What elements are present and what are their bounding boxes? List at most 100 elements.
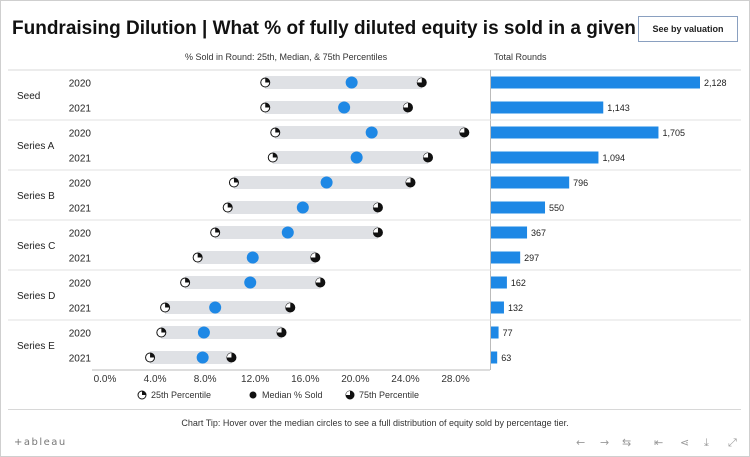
median-dot bbox=[345, 76, 358, 89]
group-label: Series B bbox=[17, 191, 55, 202]
median-dot bbox=[281, 226, 294, 239]
total-rounds-subtitle: Total Rounds bbox=[494, 52, 547, 62]
p25-marker bbox=[228, 177, 239, 188]
median-dot bbox=[338, 101, 351, 114]
p75-marker bbox=[423, 152, 434, 163]
total-rounds-label: 297 bbox=[524, 253, 539, 263]
dilution-chart: 0.0% 4.0% 8.0% 12.0% 16.0% 20.0% 24.0% 28.0% See… bbox=[8, 69, 741, 385]
p25-marker-wedge bbox=[275, 128, 280, 133]
median-dot bbox=[296, 201, 309, 214]
p25-marker-wedge bbox=[150, 353, 155, 358]
x-tick-label: 24.0% bbox=[391, 374, 419, 385]
median-marker-icon bbox=[249, 391, 257, 399]
p25-marker-wedge bbox=[185, 278, 190, 283]
tableau-logo[interactable]: +ableau bbox=[14, 437, 67, 448]
p75-marker-gap bbox=[226, 353, 232, 358]
x-tick-label: 0.0% bbox=[94, 374, 117, 385]
p25-marker-wedge bbox=[215, 228, 220, 233]
p25-marker bbox=[180, 277, 191, 288]
p75-marker bbox=[372, 227, 383, 238]
p75-marker-gap bbox=[417, 78, 422, 83]
revert-icon[interactable]: ⇆ bbox=[622, 436, 632, 449]
x-tick-label: 20.0% bbox=[341, 374, 369, 385]
total-rounds-bar bbox=[491, 76, 700, 89]
median-dot bbox=[246, 251, 259, 264]
median-dot bbox=[209, 301, 222, 314]
year-label: 2020 bbox=[69, 79, 92, 90]
percentile-range-bar bbox=[215, 226, 378, 239]
p75-marker bbox=[416, 77, 427, 88]
p25-marker-wedge bbox=[265, 78, 270, 83]
total-rounds-bar bbox=[491, 301, 504, 314]
x-tick-label: 16.0% bbox=[291, 374, 319, 385]
p25-marker-wedge bbox=[161, 328, 166, 333]
p75-marker-gap bbox=[373, 203, 378, 208]
median-dot bbox=[365, 126, 378, 139]
p75-marker-gap bbox=[403, 103, 408, 108]
year-label: 2021 bbox=[69, 154, 92, 165]
p25-marker-wedge bbox=[165, 303, 170, 308]
x-tick-label: 8.0% bbox=[194, 374, 217, 385]
percentile-range-bar bbox=[150, 351, 232, 364]
median-dot bbox=[350, 151, 363, 164]
group-label: Series D bbox=[17, 291, 55, 302]
undo-icon[interactable]: ← bbox=[576, 436, 586, 449]
year-label: 2020 bbox=[69, 279, 92, 290]
total-rounds-bar bbox=[491, 351, 498, 364]
percentile-range-bar bbox=[272, 151, 429, 164]
p75-marker-gap bbox=[405, 178, 411, 183]
p25-marker bbox=[145, 352, 156, 363]
percentile-chart-subtitle: % Sold in Round: 25th, Median, & 75th Pe… bbox=[185, 52, 388, 62]
percentile-range-bar bbox=[165, 301, 291, 314]
p25-marker bbox=[260, 77, 271, 88]
legend-p75: 75th Percentile bbox=[345, 390, 419, 400]
p75-marker bbox=[285, 302, 296, 313]
p25-marker bbox=[160, 302, 171, 313]
total-rounds-label: 1,094 bbox=[602, 153, 625, 163]
p25-marker-wedge bbox=[272, 153, 278, 158]
total-rounds-label: 77 bbox=[503, 328, 513, 338]
total-rounds-label: 132 bbox=[508, 303, 523, 313]
year-label: 2021 bbox=[69, 304, 92, 315]
group-label: Series A bbox=[17, 141, 55, 152]
total-rounds-bar bbox=[491, 326, 499, 339]
p75-marker bbox=[226, 352, 237, 363]
see-by-valuation-button[interactable]: See by valuation bbox=[638, 16, 738, 42]
total-rounds-label: 162 bbox=[511, 278, 526, 288]
revert-all-icon[interactable]: ⇤ bbox=[654, 436, 664, 449]
group-label: Series E bbox=[17, 341, 55, 352]
page-title: Fundraising Dilution | What % of fully d… bbox=[12, 18, 707, 39]
year-label: 2021 bbox=[69, 254, 92, 265]
year-label: 2020 bbox=[69, 229, 92, 240]
year-label: 2020 bbox=[69, 329, 92, 340]
total-rounds-bar bbox=[491, 151, 599, 164]
total-rounds-bar bbox=[491, 201, 546, 214]
legend-p25: 25th Percentile bbox=[137, 390, 211, 400]
group-label: Series C bbox=[17, 241, 55, 252]
p25-marker bbox=[192, 252, 203, 263]
p25-marker-wedge bbox=[233, 178, 239, 183]
year-label: 2021 bbox=[69, 204, 92, 215]
share-icon[interactable]: ⋖ bbox=[680, 436, 690, 449]
year-label: 2021 bbox=[69, 354, 92, 365]
p75-marker-icon bbox=[345, 390, 355, 400]
download-icon[interactable]: ⤓ bbox=[704, 436, 709, 449]
fullscreen-icon[interactable]: ⤢ bbox=[728, 436, 737, 449]
percentile-range-bar bbox=[265, 76, 422, 89]
p75-marker bbox=[372, 202, 383, 213]
total-rounds-label: 367 bbox=[531, 228, 546, 238]
total-rounds-bar bbox=[491, 176, 570, 189]
p25-marker bbox=[222, 202, 233, 213]
x-tick-label: 28.0% bbox=[441, 374, 469, 385]
total-rounds-bar bbox=[491, 126, 659, 139]
total-rounds-label: 796 bbox=[573, 178, 588, 188]
chart-tip: Chart Tip: Hover over the median circles… bbox=[181, 418, 569, 428]
p25-marker bbox=[156, 327, 167, 338]
p25-marker-icon bbox=[137, 390, 147, 400]
p75-marker-gap bbox=[277, 328, 282, 333]
redo-icon[interactable]: → bbox=[600, 436, 610, 449]
x-tick-label: 4.0% bbox=[144, 374, 167, 385]
total-rounds-bar bbox=[491, 251, 521, 264]
group-label: Seed bbox=[17, 91, 40, 102]
p25-marker bbox=[270, 127, 281, 138]
